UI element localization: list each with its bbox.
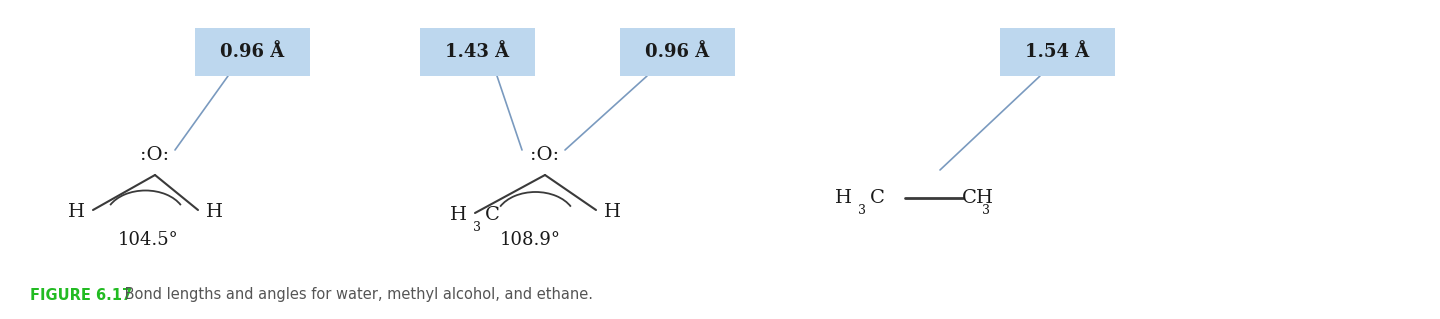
- Text: Bond lengths and angles for water, methyl alcohol, and ethane.: Bond lengths and angles for water, methy…: [120, 287, 593, 302]
- Text: H: H: [206, 203, 223, 221]
- Text: 0.96 Å: 0.96 Å: [645, 43, 710, 61]
- FancyBboxPatch shape: [621, 28, 734, 76]
- Text: H: H: [68, 203, 85, 221]
- Text: FIGURE 6.17: FIGURE 6.17: [30, 287, 132, 302]
- Text: :O:: :O:: [141, 146, 170, 164]
- Text: 0.96 Å: 0.96 Å: [220, 43, 285, 61]
- Text: H: H: [603, 203, 621, 221]
- Text: 1.54 Å: 1.54 Å: [1025, 43, 1090, 61]
- FancyBboxPatch shape: [999, 28, 1115, 76]
- Text: H: H: [835, 189, 852, 207]
- FancyBboxPatch shape: [194, 28, 310, 76]
- Text: H: H: [449, 206, 467, 224]
- Text: 104.5°: 104.5°: [118, 231, 179, 249]
- Text: 3: 3: [472, 221, 481, 234]
- FancyBboxPatch shape: [420, 28, 536, 76]
- Text: 3: 3: [858, 204, 865, 217]
- Text: C: C: [962, 189, 976, 207]
- Text: 3: 3: [982, 204, 991, 217]
- Text: C: C: [870, 189, 884, 207]
- Text: H: H: [976, 189, 994, 207]
- Text: :O:: :O:: [530, 146, 560, 164]
- Text: C: C: [485, 206, 500, 224]
- Text: 1.43 Å: 1.43 Å: [445, 43, 510, 61]
- Text: 108.9°: 108.9°: [500, 231, 560, 249]
